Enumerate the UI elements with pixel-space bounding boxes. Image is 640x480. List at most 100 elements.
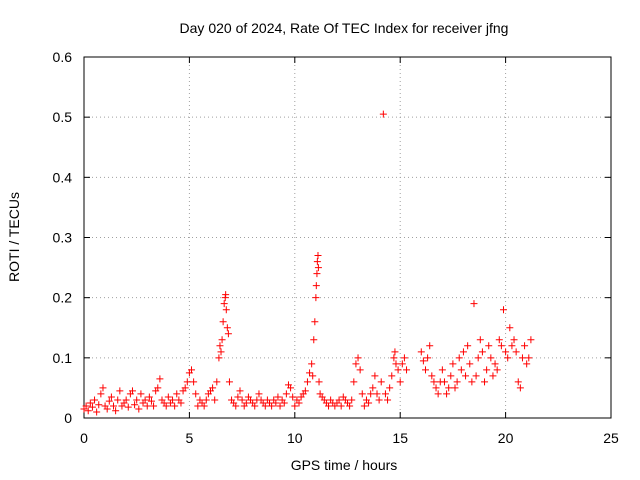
data-point [371, 372, 379, 380]
data-point [373, 390, 381, 398]
data-point [156, 375, 164, 383]
data-point [143, 402, 151, 410]
data-point [287, 384, 295, 392]
data-point [483, 366, 491, 374]
data-point [238, 396, 246, 404]
data-point [472, 372, 480, 380]
data-point [419, 357, 427, 365]
data-point [523, 360, 531, 368]
data-point [147, 397, 155, 405]
data-point [122, 396, 130, 404]
data-point [468, 378, 476, 386]
data-point [360, 402, 368, 410]
y-tick-label: 0.4 [53, 169, 73, 185]
data-point [274, 393, 282, 401]
data-point [313, 270, 321, 278]
data-point [430, 378, 438, 386]
data-point [217, 348, 225, 356]
data-point [255, 390, 263, 398]
data-point [481, 378, 489, 386]
data-point [224, 330, 232, 338]
data-point [459, 348, 467, 356]
data-point [86, 399, 94, 407]
data-point [443, 390, 451, 398]
data-point [400, 354, 408, 362]
data-point [268, 402, 276, 410]
data-point [232, 402, 240, 410]
data-point [434, 390, 442, 398]
data-point [358, 390, 366, 398]
data-point [466, 360, 474, 368]
data-point [493, 366, 501, 374]
data-point [295, 399, 303, 407]
data-point [211, 396, 219, 404]
data-point [478, 348, 486, 356]
data-point [350, 378, 358, 386]
data-point [110, 402, 118, 410]
data-point [135, 405, 143, 413]
data-point [512, 348, 520, 356]
data-point [428, 372, 436, 380]
data-point [462, 372, 470, 380]
data-point [114, 396, 122, 404]
data-point [215, 354, 223, 362]
data-point [394, 366, 402, 374]
data-point [310, 336, 318, 344]
x-tick-label: 0 [80, 430, 88, 446]
data-point [84, 407, 92, 415]
data-point [164, 393, 172, 401]
data-point [251, 402, 259, 410]
data-point [476, 336, 484, 344]
data-point [309, 372, 317, 380]
data-point [107, 393, 115, 401]
data-point [356, 366, 364, 374]
y-tick-label: 0.2 [53, 290, 73, 306]
axis-ticks: 0 5 10 15 20 25 0 0.1 0.2 0.3 0.4 0.5 0.6 [53, 49, 619, 446]
data-point [438, 366, 446, 374]
data-point [527, 336, 535, 344]
data-point [303, 378, 311, 386]
x-tick-label: 20 [498, 430, 514, 446]
data-point [91, 396, 99, 404]
data-point [200, 402, 208, 410]
data-point [202, 396, 210, 404]
data-point [432, 384, 440, 392]
data-point [99, 384, 107, 392]
data-point [183, 378, 191, 386]
data-point [282, 390, 290, 398]
data-point [173, 390, 181, 398]
data-point [116, 387, 124, 395]
data-point [365, 399, 373, 407]
data-point [381, 390, 389, 398]
data-point [337, 402, 345, 410]
data-point [499, 306, 507, 314]
data-point [426, 342, 434, 350]
data-point [236, 387, 244, 395]
grid-lines [84, 57, 611, 418]
data-point [508, 342, 516, 350]
y-tick-label: 0.3 [53, 230, 73, 246]
data-point [306, 369, 314, 377]
data-point [312, 294, 320, 302]
data-point [497, 342, 505, 350]
data-point [487, 354, 495, 362]
data-point [348, 396, 356, 404]
data-point [194, 402, 202, 410]
data-point [457, 366, 465, 374]
data-point [133, 396, 141, 404]
data-point [489, 372, 497, 380]
data-point [354, 354, 362, 362]
data-point [445, 384, 453, 392]
data-point [375, 396, 383, 404]
data-point [525, 354, 533, 362]
data-point [518, 354, 526, 362]
data-point [495, 336, 503, 344]
data-point [234, 393, 242, 401]
data-point [218, 336, 226, 344]
data-point [314, 252, 322, 260]
data-point [177, 399, 185, 407]
data-point [222, 291, 230, 299]
data-point [510, 336, 518, 344]
data-point [424, 354, 432, 362]
